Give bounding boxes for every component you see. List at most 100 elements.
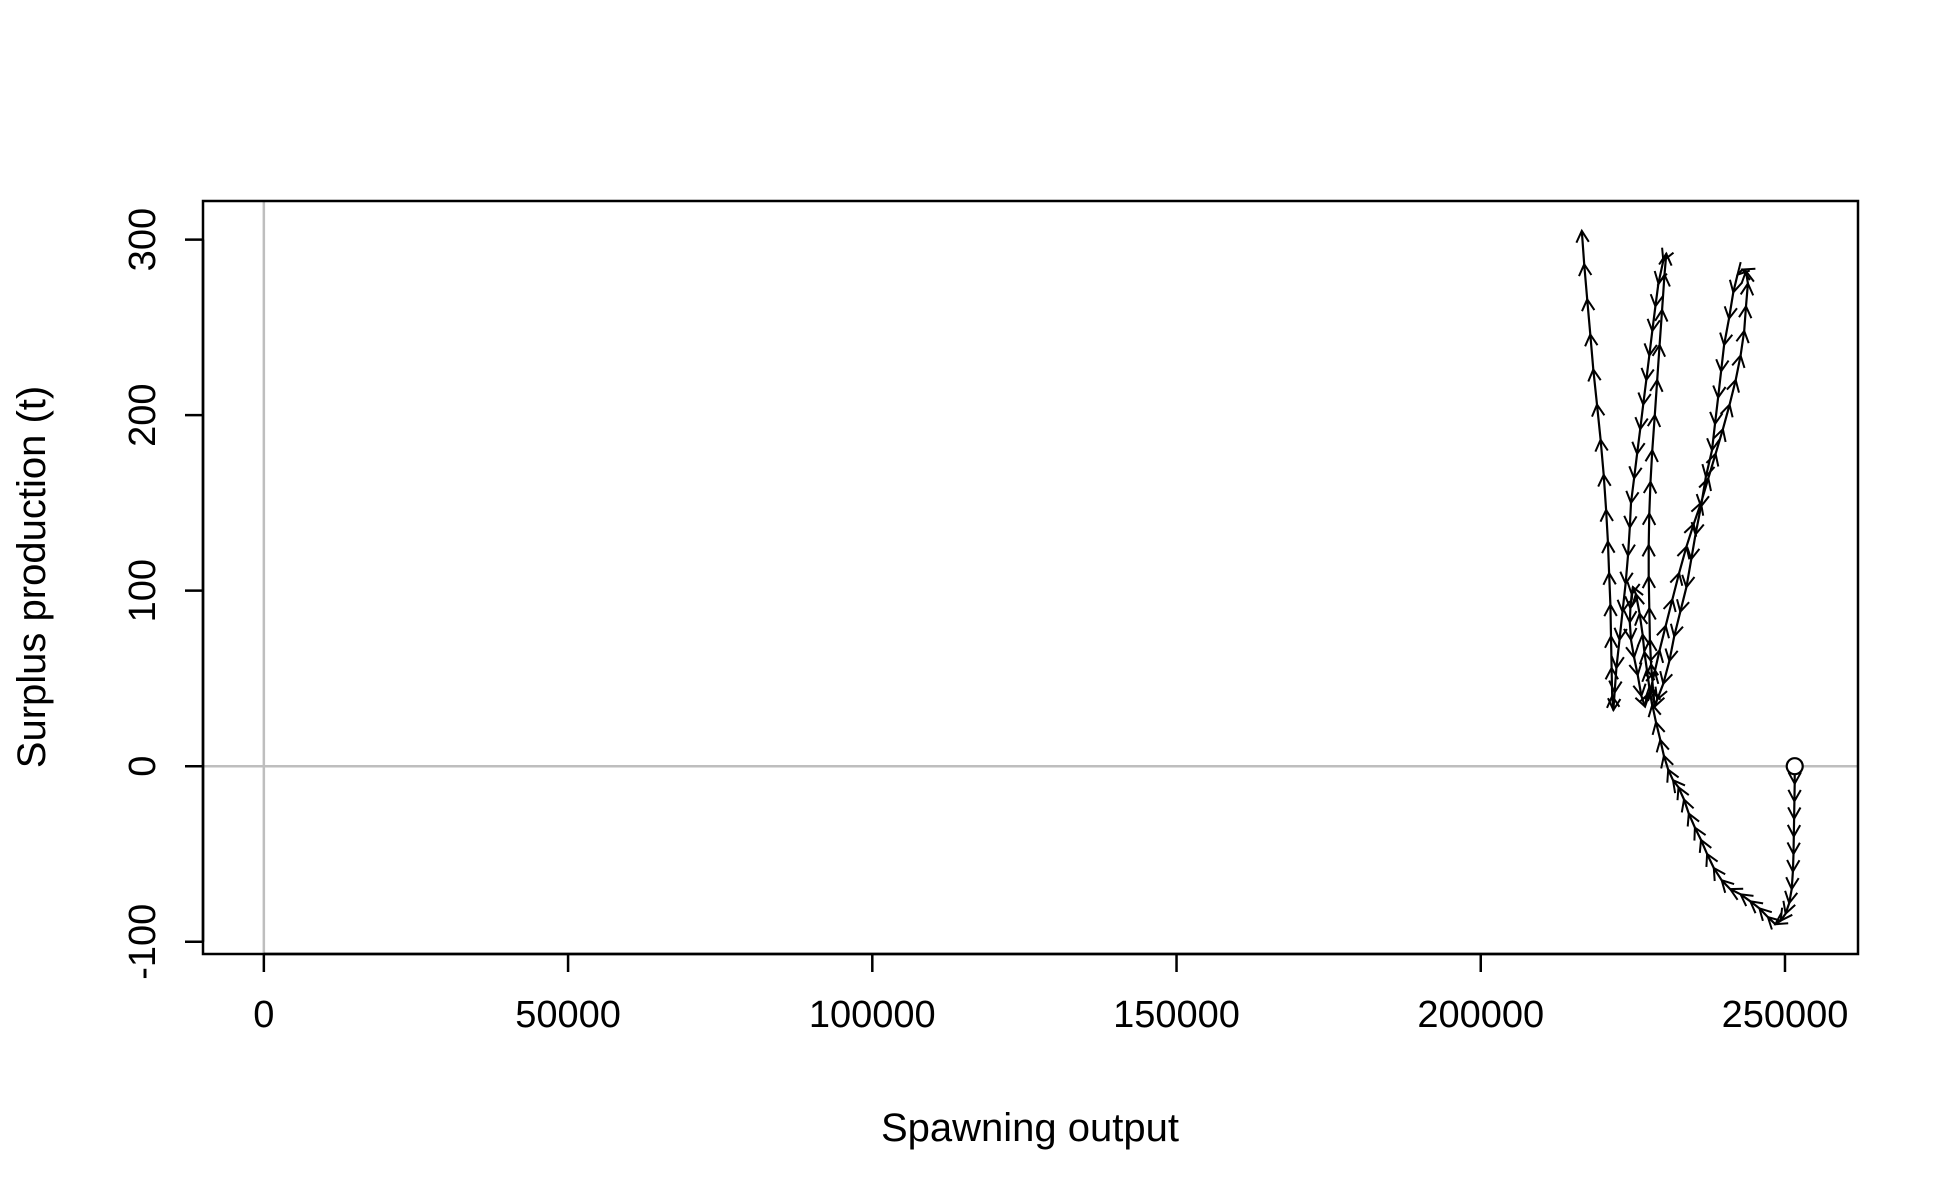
trajectory-arrowhead <box>1773 912 1789 926</box>
trajectory-arrowhead <box>1641 511 1657 526</box>
trajectory-arrowhead <box>1643 343 1658 358</box>
trajectory-arrowhead <box>1621 543 1636 558</box>
trajectory-arrowhead <box>1638 650 1653 665</box>
trajectory-arrowhead <box>1651 342 1667 358</box>
trajectory-arrowhead <box>1690 521 1705 537</box>
trajectory-arrowhead <box>1661 247 1675 263</box>
trajectory-arrowhead <box>1695 493 1710 509</box>
trajectory-arrowhead <box>1787 789 1802 804</box>
trajectory-arrowhead <box>1599 507 1614 523</box>
trajectory-arrowhead <box>1626 581 1641 597</box>
trajectory-arrowhead <box>1681 574 1696 590</box>
trajectory-arrowhead <box>1671 778 1686 794</box>
trajectory-arrowhead <box>1666 767 1680 783</box>
trajectory-arrowhead <box>1603 602 1618 617</box>
trajectory-arrowhead <box>1625 644 1640 660</box>
trajectory-arrowhead <box>1624 595 1639 611</box>
trajectory-arrowhead <box>1664 648 1679 663</box>
trajectory-arrowhead <box>1601 539 1616 554</box>
trajectory-arrowhead <box>1736 261 1751 277</box>
trajectory-arrowhead <box>1705 451 1720 467</box>
trajectory-arrowhead <box>1698 476 1712 492</box>
trajectory-arrowhead <box>1581 297 1596 312</box>
trajectory-arrowhead <box>1739 281 1755 296</box>
trajectory-arrowhead <box>1662 597 1677 613</box>
trajectory-arrowhead <box>1728 279 1743 295</box>
trajectory-arrowhead <box>1649 293 1664 309</box>
trajectory-arrowhead <box>1587 367 1602 382</box>
trajectory-arrowhead <box>1623 515 1638 530</box>
trajectory-arrowhead <box>1597 472 1612 488</box>
trajectory-arrowhead <box>1660 753 1674 769</box>
trajectory-arrowhead <box>1613 627 1628 642</box>
trajectory-arrowhead <box>1655 737 1670 753</box>
trajectory-arrowhead <box>1646 318 1661 333</box>
x-tick-label: 50000 <box>515 994 621 1036</box>
trajectory-arrowhead <box>1782 900 1796 916</box>
trajectory-arrowhead <box>1690 500 1705 516</box>
trajectory-arrowhead <box>1636 632 1651 647</box>
x-tick-label: 150000 <box>1113 994 1240 1036</box>
trajectory-arrowhead <box>1653 270 1668 286</box>
trajectory-arrowhead <box>1634 611 1649 627</box>
x-axis-title: Spawning output <box>881 1106 1179 1150</box>
x-tick-label: 0 <box>253 994 274 1036</box>
y-tick-label: 300 <box>122 208 164 271</box>
trajectory-arrowhead <box>1644 448 1659 463</box>
trajectory-arrowhead <box>1649 377 1664 393</box>
trajectory-arrowhead <box>1591 402 1606 417</box>
trajectory-arrowhead <box>1686 811 1700 827</box>
trajectory-arrowhead <box>1698 837 1712 853</box>
trajectory-arrowhead <box>1726 377 1740 393</box>
trajectory-arrowhead <box>1686 546 1701 562</box>
trajectory-arrowhead <box>1786 824 1802 839</box>
trajectory-arrowhead <box>1623 610 1638 625</box>
x-axis: 0 50000 100000 150000 200000 250000 <box>253 952 1849 1036</box>
y-axis-title: Surplus production (t) <box>10 386 54 768</box>
trajectory-arrowhead <box>1625 490 1640 505</box>
trajectory-arrowhead <box>1712 866 1726 882</box>
trajectory-arrowhead <box>1731 353 1746 369</box>
trajectory-arrowhead <box>1604 665 1619 680</box>
trajectory-arrowhead <box>1676 598 1690 614</box>
trajectory-arrowhead <box>1719 402 1734 418</box>
trajectory-arrowhead <box>1712 427 1727 443</box>
trajectory-arrowhead <box>1632 683 1647 699</box>
trajectory-arrowhead <box>1787 806 1802 821</box>
trajectory-arrowhead <box>1631 441 1646 456</box>
x-tick-label: 250000 <box>1722 994 1849 1036</box>
trajectory-arrowhead <box>1757 906 1773 922</box>
trajectory-arrowhead <box>1786 859 1801 874</box>
trajectory-arrowhead <box>1644 662 1660 677</box>
trajectory-arrowhead <box>1766 915 1781 930</box>
y-tick-label: 200 <box>122 383 164 446</box>
trajectory-arrowhead <box>1578 262 1593 277</box>
trajectory-arrowhead <box>1646 413 1662 428</box>
trajectory-arrowhead <box>1680 797 1695 813</box>
trajectory-arrowhead <box>1608 680 1623 695</box>
trajectory-arrowhead <box>1656 623 1670 639</box>
y-tick-label: 0 <box>122 756 164 777</box>
trajectory-arrowhead <box>1628 662 1643 677</box>
trajectory-arrowhead <box>1634 693 1649 709</box>
trajectory-arrowhead <box>1584 332 1599 347</box>
trajectory-arrowhead <box>1738 304 1753 319</box>
trajectory-arrowhead <box>1641 542 1656 557</box>
trajectory-arrowhead <box>1616 599 1631 614</box>
trajectory-arrowhead <box>1639 690 1654 706</box>
trajectory-arrowhead <box>1738 893 1754 907</box>
trajectory-arrowhead <box>1619 571 1634 586</box>
trajectory-arrowhead <box>1646 686 1662 702</box>
trajectory-arrowhead <box>1785 876 1800 892</box>
trajectory-arrowhead <box>1693 825 1707 841</box>
trajectory-arrowhead <box>1740 267 1756 281</box>
x-tick-label: 100000 <box>809 994 936 1036</box>
trajectory-arrowhead <box>1651 720 1666 736</box>
trajectory-arrowhead <box>1786 841 1801 857</box>
trajectory-arrowhead <box>1659 670 1674 686</box>
trajectory-arrowhead <box>1735 328 1750 344</box>
y-tick-label: -100 <box>122 904 164 980</box>
trajectory-arrowhead <box>1676 785 1690 801</box>
start-point-marker <box>1785 757 1804 776</box>
trajectory-arrowhead <box>1606 693 1621 709</box>
